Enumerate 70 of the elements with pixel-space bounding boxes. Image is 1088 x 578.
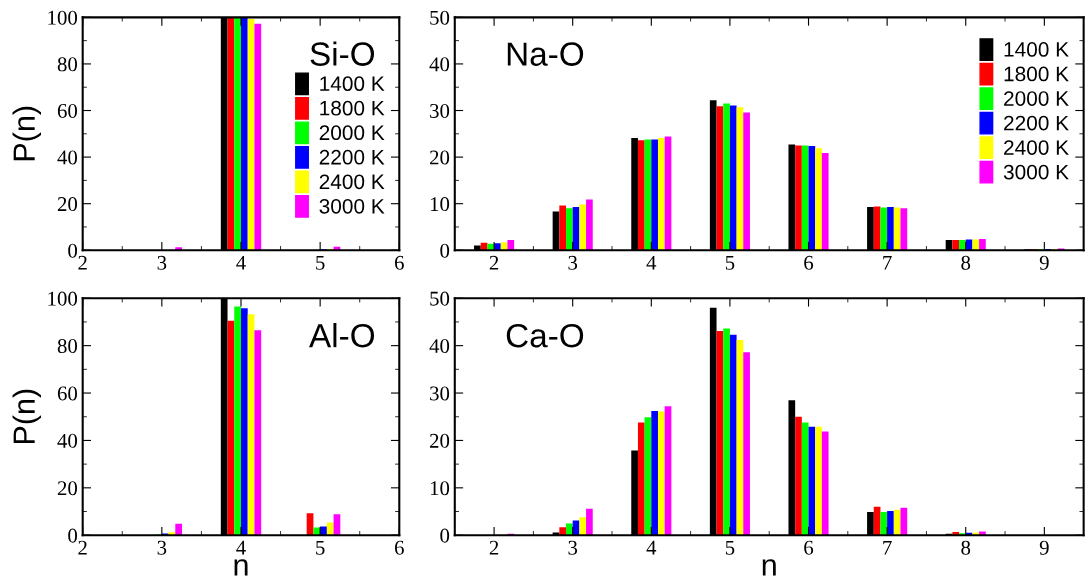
y-tick-label: 40 xyxy=(429,339,450,354)
x-tick-label: 4 xyxy=(646,255,657,270)
x-tick-label: 9 xyxy=(1039,540,1049,555)
legend-label: 2200 K xyxy=(1004,115,1069,131)
x-tick-label: 9 xyxy=(1039,255,1049,270)
legend-label: 2400 K xyxy=(1004,140,1069,155)
x-axis-title: n xyxy=(762,559,776,576)
x-tick-label: 2 xyxy=(489,255,499,270)
x-tick-label: 2 xyxy=(78,255,87,270)
y-tick-label: 10 xyxy=(430,197,450,212)
y-tick-label: 40 xyxy=(57,433,78,448)
x-tick-label: 6 xyxy=(804,255,814,270)
x-tick-label: 2 xyxy=(489,540,499,555)
x-tick-label: 7 xyxy=(883,255,892,270)
y-tick-label: 20 xyxy=(430,150,450,165)
x-tick-label: 4 xyxy=(646,540,657,555)
text: Ca-O xyxy=(506,323,584,348)
y-tick-label: 50 xyxy=(430,291,450,306)
y-tick-label: 20 xyxy=(430,433,450,448)
x-tick-label: 3 xyxy=(568,255,578,270)
y-tick-label: 20 xyxy=(57,197,78,212)
text: Al-O xyxy=(309,323,375,348)
legend-label: 2000 K xyxy=(1004,91,1069,106)
text: Si-O xyxy=(310,41,375,66)
y-tick-label: 100 xyxy=(48,10,78,25)
x-tick-label: 4 xyxy=(236,255,246,270)
x-tick-label: 2 xyxy=(78,540,87,555)
x-tick-label: 7 xyxy=(883,540,892,555)
x-tick-label: 3 xyxy=(157,255,167,270)
legend-label: 3000 K xyxy=(1003,164,1069,180)
legend-label: 3000 K xyxy=(319,198,385,214)
y-tick-label: 20 xyxy=(57,481,78,496)
y-tick-label: 30 xyxy=(430,386,450,401)
legend-label: 2400 K xyxy=(319,174,385,190)
x-tick-label: 3 xyxy=(157,540,167,555)
legend-label: 2000 K xyxy=(319,125,385,141)
y-axis-title: P(n) xyxy=(12,389,42,444)
x-tick-label: 3 xyxy=(568,540,578,555)
y-tick-label: 60 xyxy=(57,103,78,118)
x-tick-label: 6 xyxy=(394,255,404,270)
y-tick-label: 0 xyxy=(440,243,450,258)
x-tick-label: 5 xyxy=(316,255,325,270)
x-tick-label: 8 xyxy=(961,540,971,555)
y-tick-label: 30 xyxy=(430,103,450,118)
y-tick-label: 80 xyxy=(57,57,78,72)
legend-label: 2200 K xyxy=(319,149,385,165)
x-tick-label: 5 xyxy=(316,540,325,555)
legend-label: 1400 K xyxy=(320,76,385,92)
y-tick-label: 0 xyxy=(68,243,78,258)
y-axis-title: P(n) xyxy=(12,106,42,161)
y-tick-label: 0 xyxy=(440,528,450,543)
text: Na-O xyxy=(507,42,584,66)
x-axis-title: n xyxy=(234,559,248,576)
x-tick-label: 5 xyxy=(725,255,735,270)
y-tick-label: 40 xyxy=(57,150,78,165)
y-tick-label: 10 xyxy=(430,481,450,496)
x-tick-label: 5 xyxy=(725,540,735,555)
legend-label: 1400 K xyxy=(1004,42,1069,57)
y-tick-label: 60 xyxy=(57,386,78,401)
x-tick-label: 8 xyxy=(961,255,971,270)
x-tick-label: 6 xyxy=(804,540,814,555)
x-tick-label: 4 xyxy=(236,540,246,555)
y-tick-label: 80 xyxy=(57,339,78,354)
y-tick-label: 50 xyxy=(430,10,450,25)
y-tick-label: 0 xyxy=(68,528,78,543)
y-tick-label: 40 xyxy=(429,57,450,72)
y-tick-label: 100 xyxy=(48,291,78,306)
x-tick-label: 6 xyxy=(394,540,404,555)
legend-label: 1800 K xyxy=(1004,66,1069,82)
legend-label: 1800 K xyxy=(320,100,385,116)
